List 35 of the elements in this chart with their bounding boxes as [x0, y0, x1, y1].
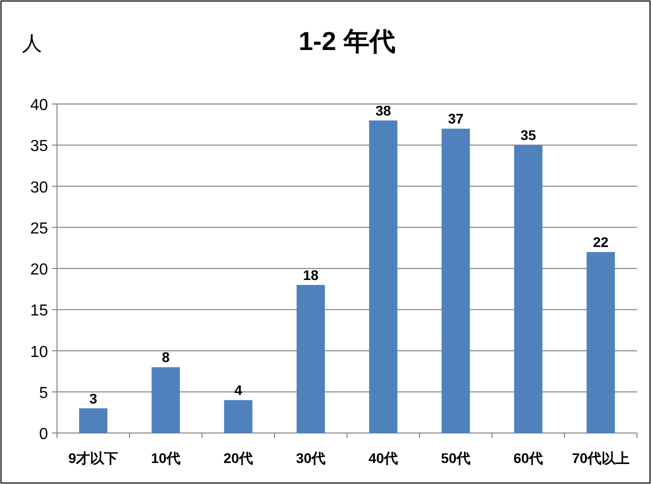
y-tick-label: 0 — [39, 426, 48, 443]
y-tick-label: 5 — [39, 384, 48, 402]
x-tick-label: 10代 — [150, 450, 181, 466]
x-tick-label: 40代 — [368, 450, 398, 466]
data-label: 37 — [448, 110, 464, 127]
bar — [79, 408, 108, 433]
data-label: 3 — [89, 390, 98, 406]
data-label: 22 — [592, 234, 609, 250]
bar — [586, 252, 615, 433]
y-tick-label: 10 — [30, 344, 48, 361]
y-axis-title: 人 — [22, 33, 42, 55]
x-tick-label: 20代 — [223, 450, 254, 466]
y-tick-label: 15 — [30, 302, 48, 320]
bar — [369, 120, 398, 433]
data-label: 8 — [162, 349, 170, 366]
y-tick-label: 40 — [30, 97, 48, 114]
x-tick-label: 60代 — [513, 450, 544, 466]
data-label: 38 — [375, 102, 392, 118]
bar — [514, 145, 542, 433]
x-tick-label: 30代 — [296, 450, 326, 466]
x-tick-label: 70代以上 — [572, 450, 630, 466]
x-tick-label: 9才以下 — [68, 450, 118, 466]
bar — [152, 367, 180, 433]
bar — [296, 284, 325, 433]
data-label: 4 — [234, 382, 242, 398]
y-tick-label: 20 — [30, 262, 48, 278]
bar — [224, 400, 252, 433]
x-tick-label: 50代 — [440, 450, 471, 466]
chart-title: 1-2 年代 — [298, 26, 396, 56]
y-tick-label: 35 — [30, 138, 48, 156]
y-tick-label: 25 — [30, 220, 48, 238]
bar — [442, 128, 470, 433]
data-label: 18 — [302, 266, 319, 283]
data-label: 35 — [520, 127, 536, 144]
y-tick-label: 30 — [30, 179, 48, 196]
